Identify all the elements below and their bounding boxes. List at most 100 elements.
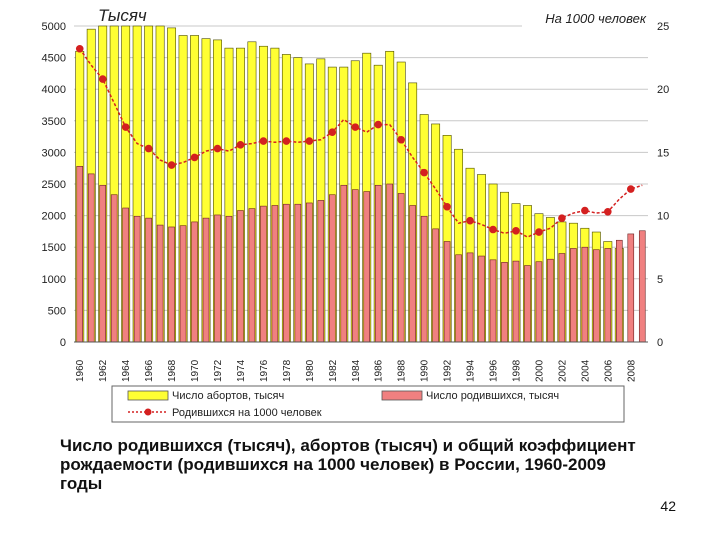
figure-caption: Число родившихся (тысяч), абортов (тысяч… — [60, 436, 700, 493]
birth-bar — [397, 193, 405, 343]
birth-bar — [317, 200, 325, 343]
birth-rate-point — [397, 135, 405, 144]
legend-label-births: Число родившихся, тысяч — [426, 390, 559, 402]
left-tick-label: 4500 — [42, 53, 66, 65]
birth-rate-point — [581, 206, 589, 215]
page-number: 42 — [660, 498, 676, 514]
x-tick-label: 1964 — [121, 359, 132, 382]
birth-bar — [455, 254, 462, 343]
birth-bar — [535, 261, 543, 343]
left-tick-label: 4000 — [42, 84, 66, 96]
right-tick-label: 15 — [657, 147, 669, 159]
birth-rate-point — [489, 225, 497, 234]
birth-bar — [122, 207, 129, 343]
right-axis-label-bg — [522, 8, 648, 28]
birth-bar — [237, 210, 244, 343]
birth-bar — [191, 221, 198, 343]
x-tick-label: 1994 — [466, 359, 477, 382]
birth-bar — [168, 226, 175, 343]
birth-bar — [374, 184, 382, 343]
birth-rate-line — [75, 44, 643, 238]
right-tick-label: 25 — [657, 21, 669, 33]
x-tick-label: 1974 — [236, 359, 247, 382]
x-tick-label: 1966 — [144, 359, 155, 382]
x-tick-label: 1990 — [420, 359, 431, 382]
left-tick-label: 3500 — [42, 116, 66, 128]
birth-bar — [202, 217, 210, 343]
left-tick-label: 3000 — [42, 147, 66, 159]
birth-bar — [271, 205, 279, 343]
birth-bar — [547, 258, 554, 343]
birth-rate-point — [121, 123, 130, 131]
birth-rate-point — [604, 208, 612, 216]
birth-bar — [294, 203, 302, 343]
left-tick-label: 500 — [48, 305, 66, 317]
birth-bar — [432, 228, 439, 343]
birth-rate-polyline — [79, 48, 643, 238]
birth-rate-point — [443, 202, 451, 211]
birth-rate-point — [75, 44, 84, 53]
x-tick-label: 2006 — [603, 359, 614, 382]
right-axis-ticks: 0 5 10 15 20 25 — [657, 21, 669, 349]
birth-rate-point — [558, 214, 566, 222]
births-abortions-chart: 0 500 1000 1500 2000 2500 3000 3500 4000 4500 5000… — [42, 6, 669, 423]
legend-swatch-abortions — [127, 390, 169, 401]
x-tick-label: 1992 — [443, 359, 454, 382]
birth-bar — [156, 224, 164, 343]
x-tick-label: 1998 — [511, 359, 522, 382]
birth-bar — [214, 214, 221, 343]
birth-bar — [501, 262, 508, 343]
legend-box — [111, 385, 625, 423]
x-tick-label: 1996 — [489, 359, 500, 382]
left-tick-label: 5000 — [42, 21, 66, 33]
birth-rate-point — [213, 144, 222, 153]
birth-rate-point — [351, 123, 360, 131]
birth-bar — [524, 265, 531, 343]
right-tick-label: 5 — [657, 274, 663, 286]
legend-swatch-births — [381, 390, 423, 401]
x-tick-label: 2008 — [626, 359, 637, 382]
birth-bar — [87, 173, 95, 343]
x-tick-label: 1962 — [98, 359, 109, 382]
birth-rate-point — [236, 141, 245, 149]
x-tick-label: 1972 — [213, 359, 224, 382]
x-tick-label: 1988 — [397, 359, 408, 382]
birth-rate-point — [512, 226, 520, 235]
birth-bar — [489, 259, 497, 343]
birth-rate-point — [144, 144, 153, 153]
legend-label-rate: Родившихся на 1000 человек — [172, 407, 322, 419]
x-tick-label: 1982 — [328, 359, 339, 382]
birth-bar — [581, 246, 589, 343]
left-axis-label: Тысяч — [98, 6, 147, 25]
birth-bar — [110, 194, 118, 343]
birth-rate-point — [190, 153, 199, 162]
legend: Число абортов, тысяч Число родившихся, т… — [111, 385, 625, 423]
right-tick-label: 0 — [657, 337, 663, 349]
x-tick-label: 1980 — [305, 359, 316, 382]
birth-bar — [616, 239, 623, 343]
birth-bar — [99, 184, 106, 343]
left-tick-label: 2000 — [42, 211, 66, 223]
right-tick-label: 20 — [657, 84, 669, 96]
legend-swatch-rate-marker — [144, 408, 152, 416]
birth-bar — [604, 248, 612, 343]
caption-line-2: рождаемости (родившихся на 1000 человек)… — [60, 455, 606, 474]
birth-bar — [386, 183, 393, 343]
birth-bar — [145, 217, 152, 343]
caption-line-1: Число родившихся (тысяч), абортов (тысяч… — [60, 436, 636, 455]
left-tick-label: 1000 — [42, 274, 66, 286]
x-tick-label: 2002 — [557, 359, 568, 382]
birth-bar — [225, 215, 233, 343]
birth-bar — [478, 255, 485, 343]
birth-bar — [340, 184, 348, 343]
birth-bar — [558, 253, 566, 343]
right-axis-label: На 1000 человек — [545, 11, 647, 26]
birth-rate-point — [98, 75, 107, 83]
right-tick-label: 10 — [657, 211, 669, 223]
birth-bar — [512, 260, 520, 343]
birth-bar — [466, 252, 474, 343]
birth-bar — [133, 215, 141, 343]
legend-label-abortions: Число абортов, тысяч — [172, 390, 284, 402]
birth-bar — [420, 215, 428, 343]
birth-bar — [443, 241, 451, 343]
